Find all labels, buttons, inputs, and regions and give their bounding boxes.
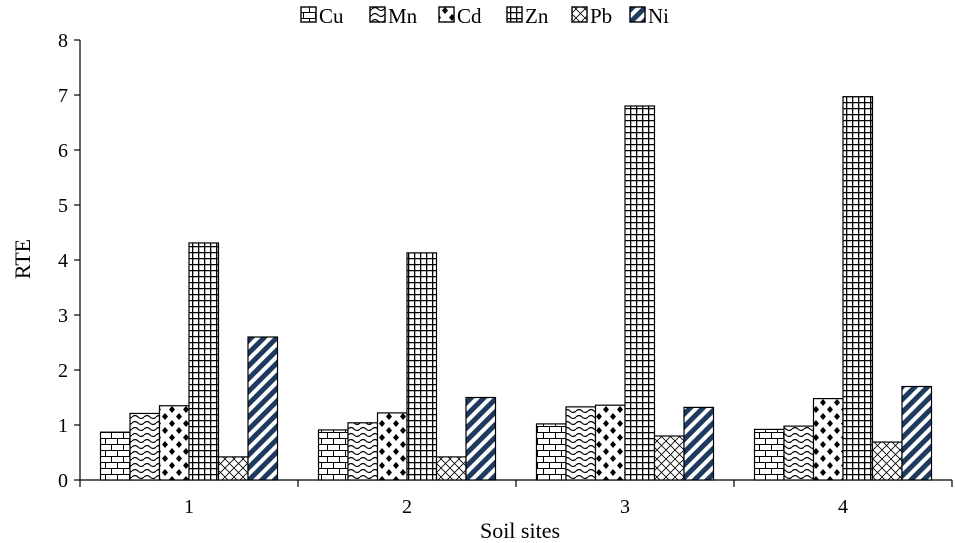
bar-pb-site-3 (653, 435, 685, 481)
y-tick-label: 0 (58, 470, 68, 492)
legend-swatch-mn (369, 6, 386, 23)
bar-zn-site-3 (624, 105, 656, 481)
bar-cd-site-1 (158, 405, 190, 481)
bar-pb-site-4 (871, 441, 903, 481)
bar-mn-site-4 (783, 425, 815, 481)
plot-area: 0 1 2 3 4 5 6 7 8 1 2 3 4 (58, 30, 953, 518)
legend: Cu Mn Cd Zn Pb Ni (300, 4, 669, 28)
legend-swatch-ni (629, 6, 646, 23)
y-tick-label: 8 (58, 30, 68, 52)
y-tick-label: 5 (58, 195, 68, 217)
x-tick-label: 3 (620, 496, 630, 518)
bar-cd-site-2 (376, 412, 408, 481)
y-tick-label: 6 (58, 140, 68, 162)
legend-label-mn: Mn (388, 4, 418, 28)
y-tick-label: 7 (58, 85, 68, 107)
y-tick-label: 1 (58, 415, 68, 437)
y-tick-label: 3 (58, 305, 68, 327)
bar-mn-site-3 (565, 406, 597, 481)
bar-ni-site-2 (465, 396, 497, 481)
bar-cu-site-3 (535, 423, 567, 481)
legend-swatch-cd (438, 6, 455, 23)
x-tick-label: 2 (402, 496, 412, 518)
legend-swatch-zn (506, 6, 523, 23)
y-tick-label: 2 (58, 360, 68, 382)
legend-swatch-pb (571, 6, 588, 23)
legend-swatch-cu (300, 6, 317, 23)
legend-label-cd: Cd (457, 4, 482, 28)
x-tick-label: 1 (184, 496, 194, 518)
x-tick-label: 4 (838, 496, 848, 518)
bar-pb-site-1 (217, 456, 249, 481)
bar-cu-site-2 (317, 429, 349, 481)
bar-ni-site-4 (901, 385, 933, 481)
legend-label-pb: Pb (590, 4, 612, 28)
bar-ni-site-1 (247, 336, 279, 481)
legend-label-ni: Ni (648, 4, 669, 28)
bar-cd-site-4 (812, 398, 844, 481)
bar-cu-site-1 (99, 431, 131, 481)
bar-pb-site-2 (435, 456, 467, 481)
legend-label-cu: Cu (319, 4, 344, 28)
legend-label-zn: Zn (525, 4, 549, 28)
bar-zn-site-1 (188, 242, 220, 481)
bar-mn-site-1 (129, 412, 161, 481)
x-axis-title: Soil sites (480, 518, 560, 543)
y-axis-title: RTE (10, 239, 35, 279)
y-tick-label: 4 (58, 250, 68, 272)
bar-zn-site-2 (406, 252, 438, 481)
bar-mn-site-2 (347, 422, 379, 481)
bar-cu-site-4 (753, 428, 785, 481)
bar-cd-site-3 (594, 404, 626, 481)
bar-ni-site-3 (683, 406, 715, 481)
bar-zn-site-4 (842, 96, 874, 481)
